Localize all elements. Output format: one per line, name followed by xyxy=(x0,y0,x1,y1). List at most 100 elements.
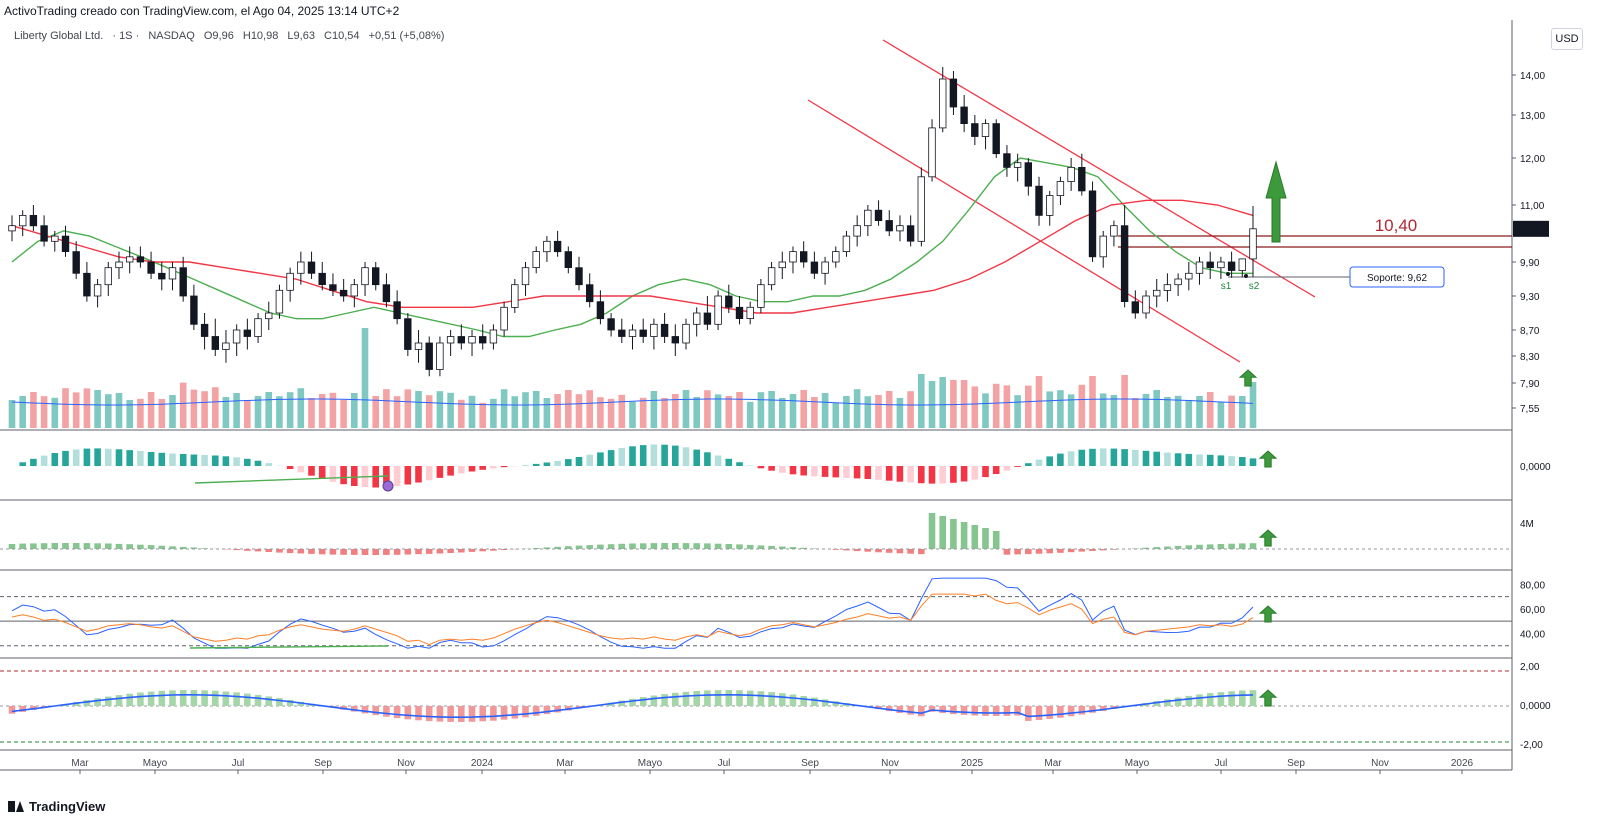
symbol-change: +0,51 (+5,08%) xyxy=(368,30,445,42)
candle xyxy=(949,78,958,108)
accumulation-bar xyxy=(1174,545,1182,549)
candle xyxy=(425,342,433,370)
currency-button[interactable]: USD xyxy=(1551,28,1583,50)
accumulation-bar xyxy=(62,543,69,549)
accumulation-bar xyxy=(318,549,326,555)
momentum-bar xyxy=(522,465,529,466)
tradingview-logo[interactable]: TradingView xyxy=(8,799,105,814)
candle xyxy=(896,225,904,232)
momentum-bar xyxy=(992,466,1000,474)
accumulation-bar xyxy=(40,543,48,549)
accumulation-bar xyxy=(169,546,176,549)
momentum-bar xyxy=(939,466,946,484)
accumulation-bar xyxy=(885,549,893,553)
momentum-bar xyxy=(1025,463,1032,466)
accumulation-bar xyxy=(1228,543,1235,549)
volume-bar xyxy=(532,391,540,428)
momentum-bar xyxy=(800,466,807,476)
candle xyxy=(104,267,112,286)
accumulation-bar xyxy=(1078,549,1086,552)
oscillator-bar xyxy=(351,706,358,712)
volume-bar xyxy=(821,393,829,428)
oscillator-bar xyxy=(1003,706,1011,716)
candle xyxy=(703,312,712,325)
oscillator-bar xyxy=(1174,697,1182,706)
oscillator-bar xyxy=(1196,694,1203,706)
momentum-bar xyxy=(297,466,305,473)
oscillator-bar xyxy=(190,690,198,706)
momentum-bar xyxy=(982,466,989,478)
momentum-bar xyxy=(1217,455,1225,466)
divergence-marker xyxy=(382,480,394,492)
accumulation-bar xyxy=(1206,544,1214,549)
volume-bar xyxy=(725,396,733,428)
candle xyxy=(61,235,70,253)
momentum-bar xyxy=(233,457,240,466)
rsi-arrow-icon xyxy=(1258,605,1278,623)
accumulation-bar xyxy=(992,531,1000,549)
volume-bar xyxy=(1132,398,1139,428)
momentum-bar xyxy=(693,449,700,466)
volume-bar xyxy=(126,400,133,428)
oscillator-bar xyxy=(1046,706,1053,719)
candle xyxy=(757,284,765,308)
volume-bar xyxy=(811,397,818,428)
accumulation-bar xyxy=(586,545,593,549)
volume-bar xyxy=(105,394,112,428)
s1-point xyxy=(1226,272,1230,276)
accumulation-bar xyxy=(543,547,551,549)
volume-bar xyxy=(736,392,743,428)
oscillator-bar xyxy=(661,694,668,706)
volume-bar xyxy=(1099,393,1107,428)
candle xyxy=(693,312,701,325)
candle xyxy=(179,267,187,297)
momentum-bar xyxy=(94,448,101,466)
volume-bar xyxy=(265,392,272,428)
accumulation-bar xyxy=(1035,549,1043,554)
candle xyxy=(1195,261,1204,274)
momentum-bar xyxy=(1228,456,1235,466)
volume-bar xyxy=(1239,396,1246,428)
accumulation-bar xyxy=(51,543,59,549)
volume-bar xyxy=(682,390,690,428)
accumulation-bar xyxy=(693,543,700,549)
candle xyxy=(1078,166,1086,192)
momentum-bar xyxy=(115,449,123,466)
time-axis-label: Mayo xyxy=(143,758,168,769)
oscillator-bar xyxy=(1217,692,1225,706)
momentum-bar xyxy=(286,466,294,469)
accumulation-bar xyxy=(1089,549,1096,551)
oscillator-axis-label: 2,00 xyxy=(1520,662,1540,673)
volume-bar xyxy=(672,394,679,428)
volume-bar xyxy=(222,397,230,428)
accumulation-bar xyxy=(286,549,294,554)
momentum-bar xyxy=(1035,459,1043,466)
volume-bar xyxy=(554,394,561,428)
chart-header-title: ActivoTrading creado con TradingView.com… xyxy=(4,4,400,18)
momentum-bar xyxy=(1206,454,1214,466)
candle xyxy=(800,251,808,263)
momentum-bar xyxy=(1185,453,1193,466)
candle xyxy=(457,336,465,344)
momentum-bar xyxy=(105,448,112,466)
oscillator-bar xyxy=(8,706,16,714)
time-axis-label: Mayo xyxy=(638,758,663,769)
momentum-bar xyxy=(672,445,679,466)
accumulation-bar xyxy=(115,543,123,549)
oscillator-line xyxy=(11,693,1254,718)
oscillator-bar xyxy=(1185,695,1193,706)
oscillator-bar xyxy=(618,700,626,706)
candle xyxy=(126,256,134,263)
candle xyxy=(307,261,316,274)
momentum-bar xyxy=(532,463,540,466)
candle xyxy=(1024,162,1032,187)
volume-bar xyxy=(1003,385,1011,428)
candle xyxy=(190,295,198,325)
oscillator-bar xyxy=(736,690,743,706)
symbol-name[interactable]: Liberty Global Ltd. xyxy=(14,30,104,42)
momentum-bar xyxy=(864,466,872,479)
support-label-box xyxy=(1349,266,1445,288)
volume-bar xyxy=(1164,397,1171,428)
candle xyxy=(650,323,658,337)
